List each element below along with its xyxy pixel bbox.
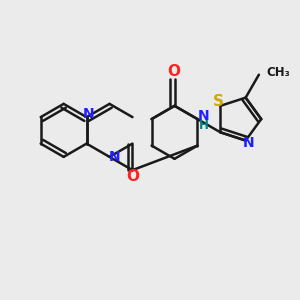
Text: O: O (167, 64, 180, 79)
Text: S: S (213, 94, 224, 110)
Text: N: N (109, 150, 120, 164)
Text: O: O (126, 169, 139, 184)
Text: N: N (83, 107, 94, 121)
Text: N: N (243, 136, 254, 151)
Text: H: H (198, 119, 208, 133)
Text: N: N (198, 109, 209, 123)
Text: CH₃: CH₃ (267, 66, 290, 79)
